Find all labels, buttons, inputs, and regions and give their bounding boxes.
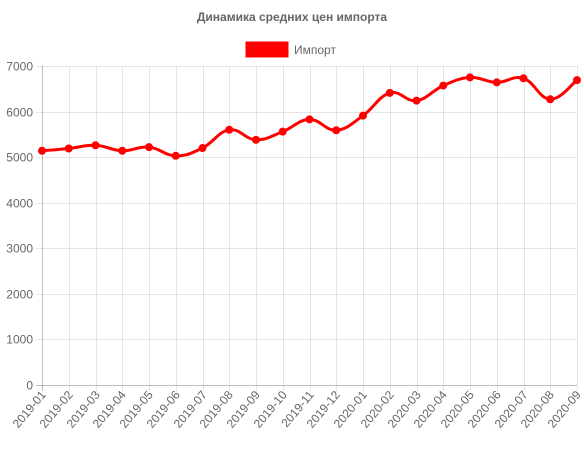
y-tick-label: 6000 xyxy=(6,106,33,120)
y-tick-label: 7000 xyxy=(6,60,33,74)
data-point[interactable] xyxy=(332,126,341,135)
y-tick-label: 1000 xyxy=(6,333,33,347)
legend[interactable]: Импорт xyxy=(245,41,336,58)
data-point[interactable] xyxy=(171,151,180,160)
y-tick-label: 3000 xyxy=(6,242,33,256)
data-point[interactable] xyxy=(546,95,555,104)
data-point[interactable] xyxy=(359,111,367,120)
x-axis: 2019-012019-022019-032019-042019-052019-… xyxy=(10,388,584,431)
y-tick-label: 0 xyxy=(26,379,33,393)
data-point[interactable] xyxy=(305,115,314,124)
series-layer xyxy=(38,73,581,160)
data-point[interactable] xyxy=(278,127,287,136)
data-point[interactable] xyxy=(225,125,234,134)
data-point[interactable] xyxy=(118,146,127,155)
data-point[interactable] xyxy=(145,143,153,152)
data-point[interactable] xyxy=(64,144,73,153)
y-tick-label: 2000 xyxy=(6,288,33,302)
data-point[interactable] xyxy=(412,96,421,105)
chart-title: Динамика средних цен импорта xyxy=(197,10,388,24)
data-point[interactable] xyxy=(198,144,207,153)
legend-swatch xyxy=(245,41,289,58)
legend-label: Импорт xyxy=(294,43,336,57)
y-tick-label: 4000 xyxy=(6,197,33,211)
y-axis: 0 1000 2000 3000 4000 5000 6000 7000 xyxy=(6,60,33,393)
data-point[interactable] xyxy=(519,74,528,83)
y-tick-label: 5000 xyxy=(6,151,33,165)
data-point[interactable] xyxy=(573,76,581,85)
grid xyxy=(36,66,578,391)
data-point[interactable] xyxy=(466,73,474,82)
data-point[interactable] xyxy=(385,88,394,97)
data-point[interactable] xyxy=(38,146,46,155)
data-point[interactable] xyxy=(252,135,260,144)
data-point[interactable] xyxy=(439,81,448,90)
data-point[interactable] xyxy=(492,78,501,87)
data-point[interactable] xyxy=(91,141,100,150)
